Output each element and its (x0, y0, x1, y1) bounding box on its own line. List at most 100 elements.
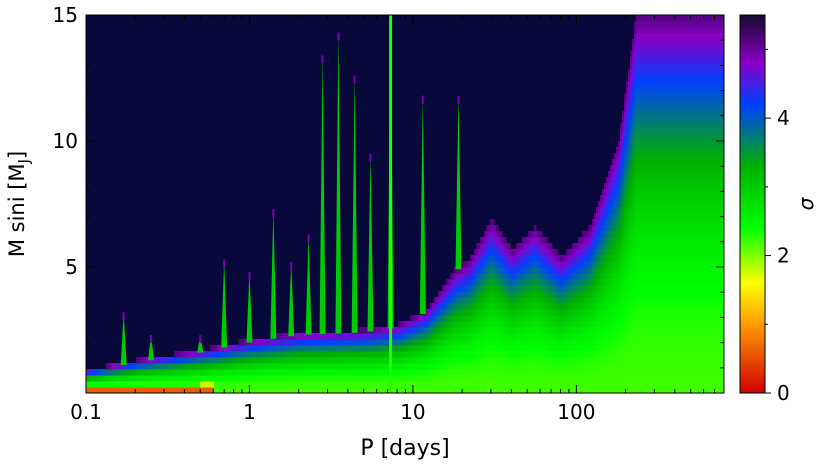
heat-cell (250, 375, 253, 382)
heat-cell (444, 387, 447, 393)
heat-cell (630, 213, 633, 220)
heat-cell (628, 75, 631, 82)
heat-cell (518, 339, 521, 346)
heat-cell (636, 81, 639, 88)
heat-cell (130, 381, 133, 388)
heat-cell (144, 369, 147, 376)
heat-cell (568, 255, 571, 262)
heat-cell (268, 345, 271, 352)
heat-cell (146, 381, 149, 388)
heat-cell (424, 333, 427, 340)
heat-cell (648, 33, 651, 40)
heat-cell (630, 165, 633, 172)
heat-cell (648, 351, 651, 358)
heat-cell (628, 333, 631, 340)
heat-cell (454, 303, 457, 310)
heat-cell (532, 231, 535, 238)
heat-cell (652, 261, 655, 268)
heat-cell (562, 327, 565, 334)
heat-cell (604, 333, 607, 340)
heat-cell (498, 267, 501, 274)
heat-cell (612, 381, 615, 388)
heat-cell (648, 273, 651, 280)
heat-cell (522, 369, 525, 376)
heat-cell (580, 369, 583, 376)
heat-cell (288, 351, 291, 358)
heat-cell (618, 315, 621, 322)
heat-cell (622, 135, 625, 142)
heat-cell (618, 171, 621, 178)
heat-cell (282, 375, 285, 382)
heat-cell (512, 339, 515, 346)
heat-cell (370, 381, 373, 388)
heat-cell (414, 357, 417, 364)
heat-cell (608, 303, 611, 310)
heat-cell (620, 219, 623, 226)
heat-cell (204, 375, 207, 382)
heat-cell (612, 237, 615, 244)
heat-cell (638, 345, 641, 352)
heat-cell (408, 321, 411, 328)
heat-cell (272, 339, 275, 346)
heat-cell (522, 327, 525, 334)
heat-cell (564, 303, 567, 310)
heat-cell (634, 315, 637, 322)
heat-cell (528, 333, 531, 340)
heat-cell (488, 297, 491, 304)
heat-cell (332, 387, 335, 393)
heat-cell (584, 351, 587, 358)
heat-cell (340, 345, 343, 352)
heat-cell (632, 147, 635, 154)
heat-cell (532, 309, 535, 316)
heat-cell (602, 387, 605, 393)
heat-cell (516, 351, 519, 358)
heat-cell (622, 207, 625, 214)
heat-cell (632, 129, 635, 136)
heat-cell (636, 327, 639, 334)
heat-cell (466, 303, 469, 310)
heat-cell (392, 375, 395, 382)
heat-cell (254, 363, 257, 370)
heat-cell (592, 225, 595, 232)
heat-cell (650, 63, 653, 70)
heat-cell (396, 327, 399, 334)
heat-cell (552, 315, 555, 322)
heat-cell (584, 327, 587, 334)
heat-cell (644, 135, 647, 142)
heat-cell (604, 327, 607, 334)
heat-cell (224, 357, 227, 364)
heat-cell (482, 375, 485, 382)
heat-cell (624, 189, 627, 196)
heat-cell (648, 15, 651, 22)
heat-cell (622, 129, 625, 136)
heat-cell (528, 339, 531, 346)
heat-cell (614, 165, 617, 172)
heat-cell (172, 375, 175, 382)
heat-cell (434, 327, 437, 334)
heat-cell (264, 339, 267, 346)
heat-cell (528, 351, 531, 358)
heat-cell (460, 309, 463, 316)
heat-cell (286, 345, 289, 352)
heat-cell (510, 363, 513, 370)
heat-cell (188, 357, 191, 364)
heat-cell (564, 333, 567, 340)
heat-cell (308, 387, 311, 393)
heat-cell (588, 375, 591, 382)
heat-cell (538, 315, 541, 322)
heat-cell (534, 315, 537, 322)
heat-cell (412, 315, 415, 322)
heat-cell (510, 339, 513, 346)
heat-cell (462, 297, 465, 304)
heat-cell (496, 279, 499, 286)
heat-cell (432, 339, 435, 346)
heat-cell (312, 351, 315, 358)
heat-cell (136, 375, 139, 382)
heat-cell (480, 243, 483, 250)
heat-cell (510, 255, 513, 262)
heat-cell (424, 321, 427, 328)
heat-cell (256, 369, 259, 376)
heat-cell (252, 387, 255, 393)
heat-cell (444, 333, 447, 340)
heat-cell (566, 261, 569, 268)
